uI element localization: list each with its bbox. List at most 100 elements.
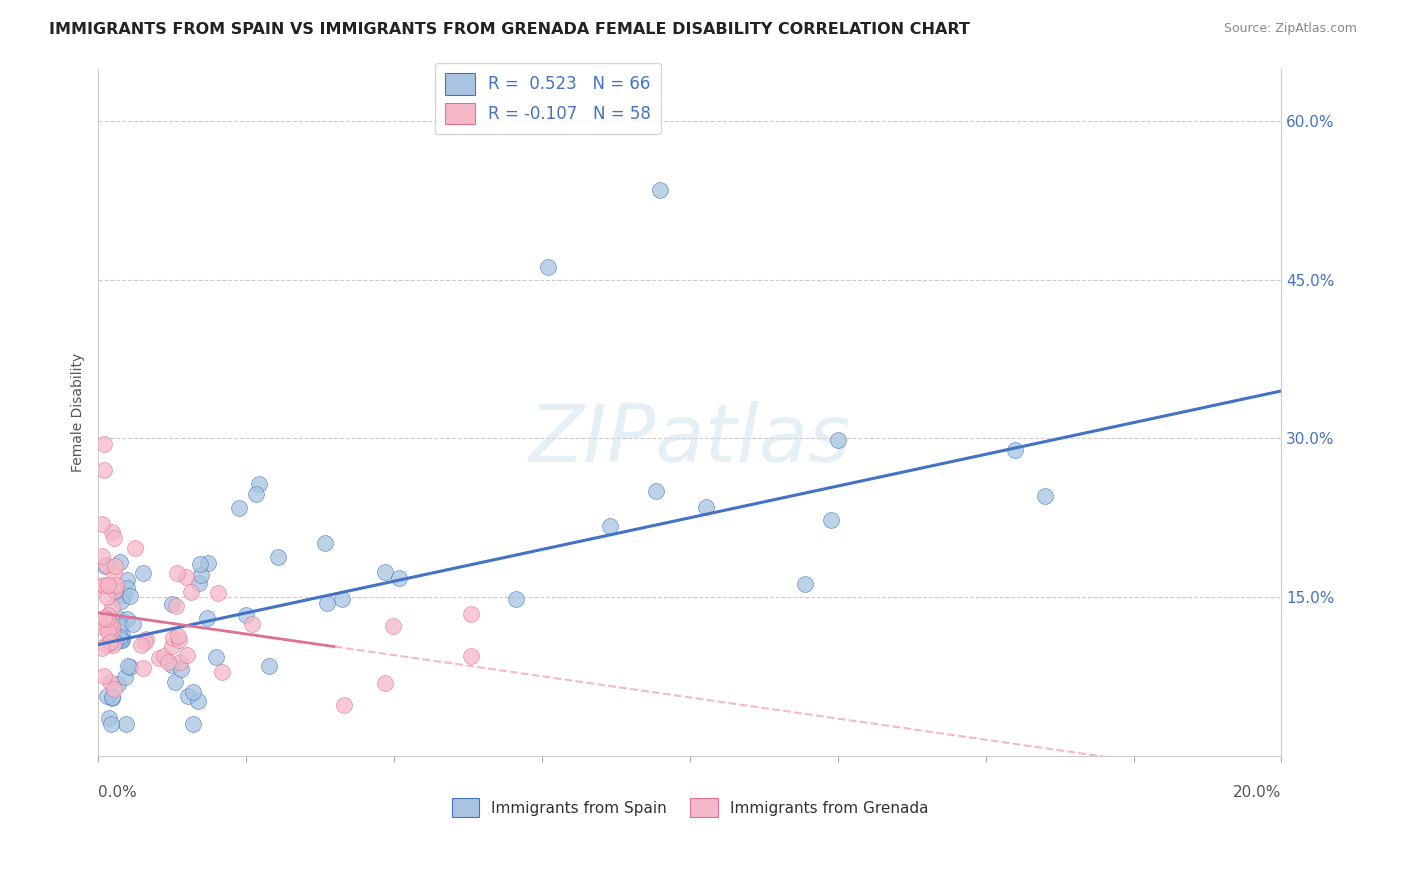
- Point: [505, 591, 527, 606]
- Point: [1004, 442, 1026, 457]
- Point: [176, 570, 198, 584]
- Point: [228, 501, 250, 516]
- Point: [93, 436, 115, 450]
- Point: [101, 690, 124, 705]
- Point: [162, 597, 184, 611]
- Point: [93, 669, 115, 683]
- Point: [101, 639, 124, 653]
- Point: [374, 676, 396, 690]
- Point: [170, 662, 193, 676]
- Point: [114, 670, 136, 684]
- Point: [107, 677, 129, 691]
- Point: [104, 578, 127, 592]
- Point: [188, 575, 211, 590]
- Point: [148, 651, 170, 665]
- Text: IMMIGRANTS FROM SPAIN VS IMMIGRANTS FROM GRENADA FEMALE DISABILITY CORRELATION C: IMMIGRANTS FROM SPAIN VS IMMIGRANTS FROM…: [49, 22, 970, 37]
- Legend: Immigrants from Spain, Immigrants from Grenada: Immigrants from Spain, Immigrants from G…: [446, 791, 935, 823]
- Point: [160, 639, 183, 653]
- Point: [93, 611, 115, 625]
- Point: [235, 607, 257, 622]
- Point: [650, 183, 672, 197]
- Point: [97, 624, 120, 638]
- Point: [599, 519, 621, 533]
- Point: [98, 618, 121, 632]
- Point: [104, 558, 127, 573]
- Point: [162, 632, 184, 646]
- Point: [93, 578, 115, 592]
- Point: [121, 617, 143, 632]
- Point: [96, 590, 118, 604]
- Point: [180, 585, 202, 599]
- Point: [100, 716, 122, 731]
- Point: [135, 632, 157, 646]
- Point: [100, 524, 122, 539]
- Point: [374, 566, 396, 580]
- Point: [177, 689, 200, 703]
- Point: [112, 588, 135, 602]
- Point: [117, 659, 139, 673]
- Point: [205, 650, 228, 665]
- Point: [98, 617, 121, 632]
- Point: [388, 572, 411, 586]
- Point: [167, 633, 190, 648]
- Point: [100, 600, 122, 615]
- Point: [240, 617, 263, 632]
- Point: [91, 517, 114, 532]
- Point: [101, 619, 124, 633]
- Point: [187, 693, 209, 707]
- Point: [211, 665, 233, 679]
- Point: [131, 661, 153, 675]
- Point: [93, 622, 115, 636]
- Point: [163, 674, 186, 689]
- Point: [181, 716, 204, 731]
- Y-axis label: Female Disability: Female Disability: [72, 352, 86, 472]
- Point: [107, 611, 129, 625]
- Point: [314, 536, 336, 550]
- Text: 20.0%: 20.0%: [1233, 785, 1281, 800]
- Point: [103, 531, 125, 545]
- Point: [115, 716, 138, 731]
- Point: [197, 611, 219, 625]
- Text: 0.0%: 0.0%: [98, 785, 138, 800]
- Text: Source: ZipAtlas.com: Source: ZipAtlas.com: [1223, 22, 1357, 36]
- Point: [115, 573, 138, 587]
- Point: [245, 487, 267, 501]
- Point: [93, 559, 115, 574]
- Point: [332, 591, 354, 606]
- Text: ZIPatlas: ZIPatlas: [529, 401, 851, 478]
- Point: [97, 578, 120, 592]
- Point: [460, 607, 482, 621]
- Point: [695, 500, 717, 515]
- Point: [382, 619, 405, 633]
- Point: [101, 691, 124, 706]
- Point: [820, 513, 842, 527]
- Point: [104, 584, 127, 599]
- Point: [108, 618, 131, 632]
- Point: [103, 682, 125, 697]
- Point: [645, 483, 668, 498]
- Point: [104, 582, 127, 597]
- Point: [131, 638, 153, 652]
- Point: [110, 633, 132, 648]
- Point: [100, 675, 122, 690]
- Point: [460, 648, 482, 663]
- Point: [120, 660, 142, 674]
- Point: [257, 659, 280, 673]
- Point: [97, 711, 120, 725]
- Point: [124, 541, 146, 555]
- Point: [134, 635, 156, 649]
- Point: [316, 596, 339, 610]
- Point: [166, 629, 188, 643]
- Point: [111, 633, 134, 648]
- Point: [181, 684, 204, 698]
- Point: [94, 558, 117, 572]
- Point: [197, 556, 219, 570]
- Point: [247, 477, 270, 491]
- Point: [94, 619, 117, 633]
- Point: [103, 566, 125, 581]
- Point: [120, 589, 142, 603]
- Point: [190, 568, 212, 582]
- Point: [108, 632, 131, 646]
- Point: [90, 641, 112, 656]
- Point: [104, 635, 127, 649]
